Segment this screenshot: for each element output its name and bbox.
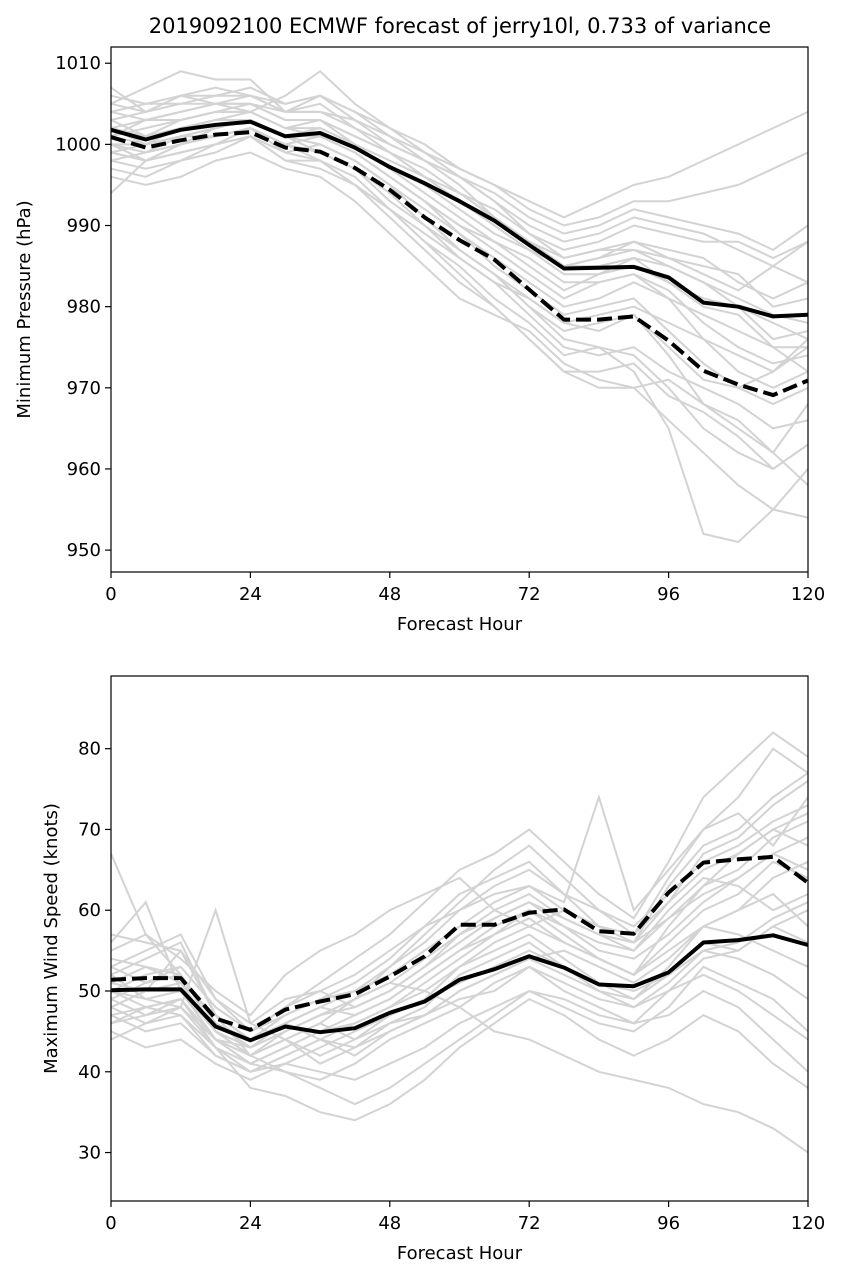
wind-ensemble-member-line (110, 860, 809, 1073)
pressure-dashed-mean-line (110, 130, 809, 398)
wind-y-tick-label: 70 (78, 819, 101, 840)
wind-solid-mean-line (110, 933, 809, 1043)
wind-x-axis-label: Forecast Hour (397, 1243, 523, 1264)
pressure-mean-lines (110, 119, 809, 398)
figure-title: 2019092100 ECMWF forecast of jerry10l, 0… (149, 14, 771, 38)
wind-dashed-mean-line (110, 854, 810, 1032)
pressure-ensemble-member-line (110, 110, 809, 365)
pressure-x-tick-label: 24 (239, 584, 262, 605)
wind-ensemble-member-line (110, 860, 809, 1065)
pressure-ensemble-member-line (110, 135, 809, 455)
pressure-ensemble-member-line (110, 135, 809, 373)
wind-ensemble-member-line (110, 876, 809, 1025)
wind-mean-lines (110, 854, 810, 1043)
pressure-ensemble-member-line (110, 102, 809, 300)
pressure-y-axis-label: Minimum Pressure (hPa) (14, 200, 35, 418)
wind-ensemble-member-line (110, 989, 809, 1081)
pressure-x-axis-label: Forecast Hour (397, 614, 523, 635)
wind-ensemble-member-line (110, 836, 809, 1049)
pressure-y-tick-label: 990 (67, 216, 101, 237)
wind-axes-frame (110, 675, 809, 1202)
wind-x-tick-label: 24 (239, 1213, 262, 1234)
wind-x-tick-label: 72 (518, 1213, 541, 1234)
wind-ensemble-member-line (110, 876, 809, 1017)
wind-y-tick-label: 80 (78, 739, 101, 760)
pressure-ensemble-member-line (110, 86, 809, 227)
wind-ensemble-member-line (110, 901, 809, 1057)
wind-x-tick-label: 120 (791, 1213, 825, 1234)
pressure-ensemble-member-line (110, 119, 809, 389)
pressure-y-tick-label: 960 (67, 459, 101, 480)
wind-x-tick-label: 48 (378, 1213, 401, 1234)
wind-ensemble-member-line (110, 852, 809, 1049)
pressure-axes-frame (110, 46, 809, 573)
pressure-x-tick-label: 48 (378, 584, 401, 605)
pressure-x-tick-label: 120 (791, 584, 825, 605)
wind-x-tick-label: 0 (105, 1213, 116, 1234)
pressure-y-tick-label: 980 (67, 297, 101, 318)
wind-x-tick-label: 96 (657, 1213, 680, 1234)
wind-y-tick-label: 30 (78, 1143, 101, 1164)
pressure-ensemble-member-line (110, 151, 809, 511)
pressure-x-tick-label: 72 (518, 584, 541, 605)
wind-ensemble-member-line (110, 796, 809, 1041)
wind-y-axis-label: Maximum Wind Speed (knots) (41, 803, 62, 1074)
wind-ensemble-member-line (110, 949, 809, 1049)
pressure-panel: 0 24 48 72 96 120 950 960 970 980 990 1000 1010 For… (14, 46, 825, 635)
pressure-x-ticks: 0 24 48 72 96 120 (105, 572, 825, 605)
wind-y-tick-label: 40 (78, 1062, 101, 1083)
pressure-y-tick-label: 1000 (55, 134, 101, 155)
wind-ensemble-member-line (110, 828, 809, 1033)
pressure-y-tick-label: 970 (67, 378, 101, 399)
pressure-x-tick-label: 0 (105, 584, 116, 605)
wind-x-ticks: 0 24 48 72 96 120 (105, 1201, 825, 1234)
pressure-y-ticks: 950 960 970 980 990 1000 1010 (55, 53, 111, 561)
pressure-ensemble-member-line (110, 94, 809, 284)
pressure-ensemble-member-line (110, 70, 808, 349)
pressure-y-tick-label: 1010 (55, 53, 101, 74)
wind-y-tick-label: 50 (78, 981, 101, 1002)
wind-y-tick-label: 60 (78, 900, 101, 921)
pressure-solid-mean-line (110, 119, 809, 319)
pressure-y-tick-label: 950 (67, 540, 101, 561)
wind-ensemble-member-line (110, 965, 809, 1081)
wind-y-ticks: 30 40 50 60 70 80 (78, 739, 111, 1164)
pressure-x-tick-label: 96 (657, 584, 680, 605)
